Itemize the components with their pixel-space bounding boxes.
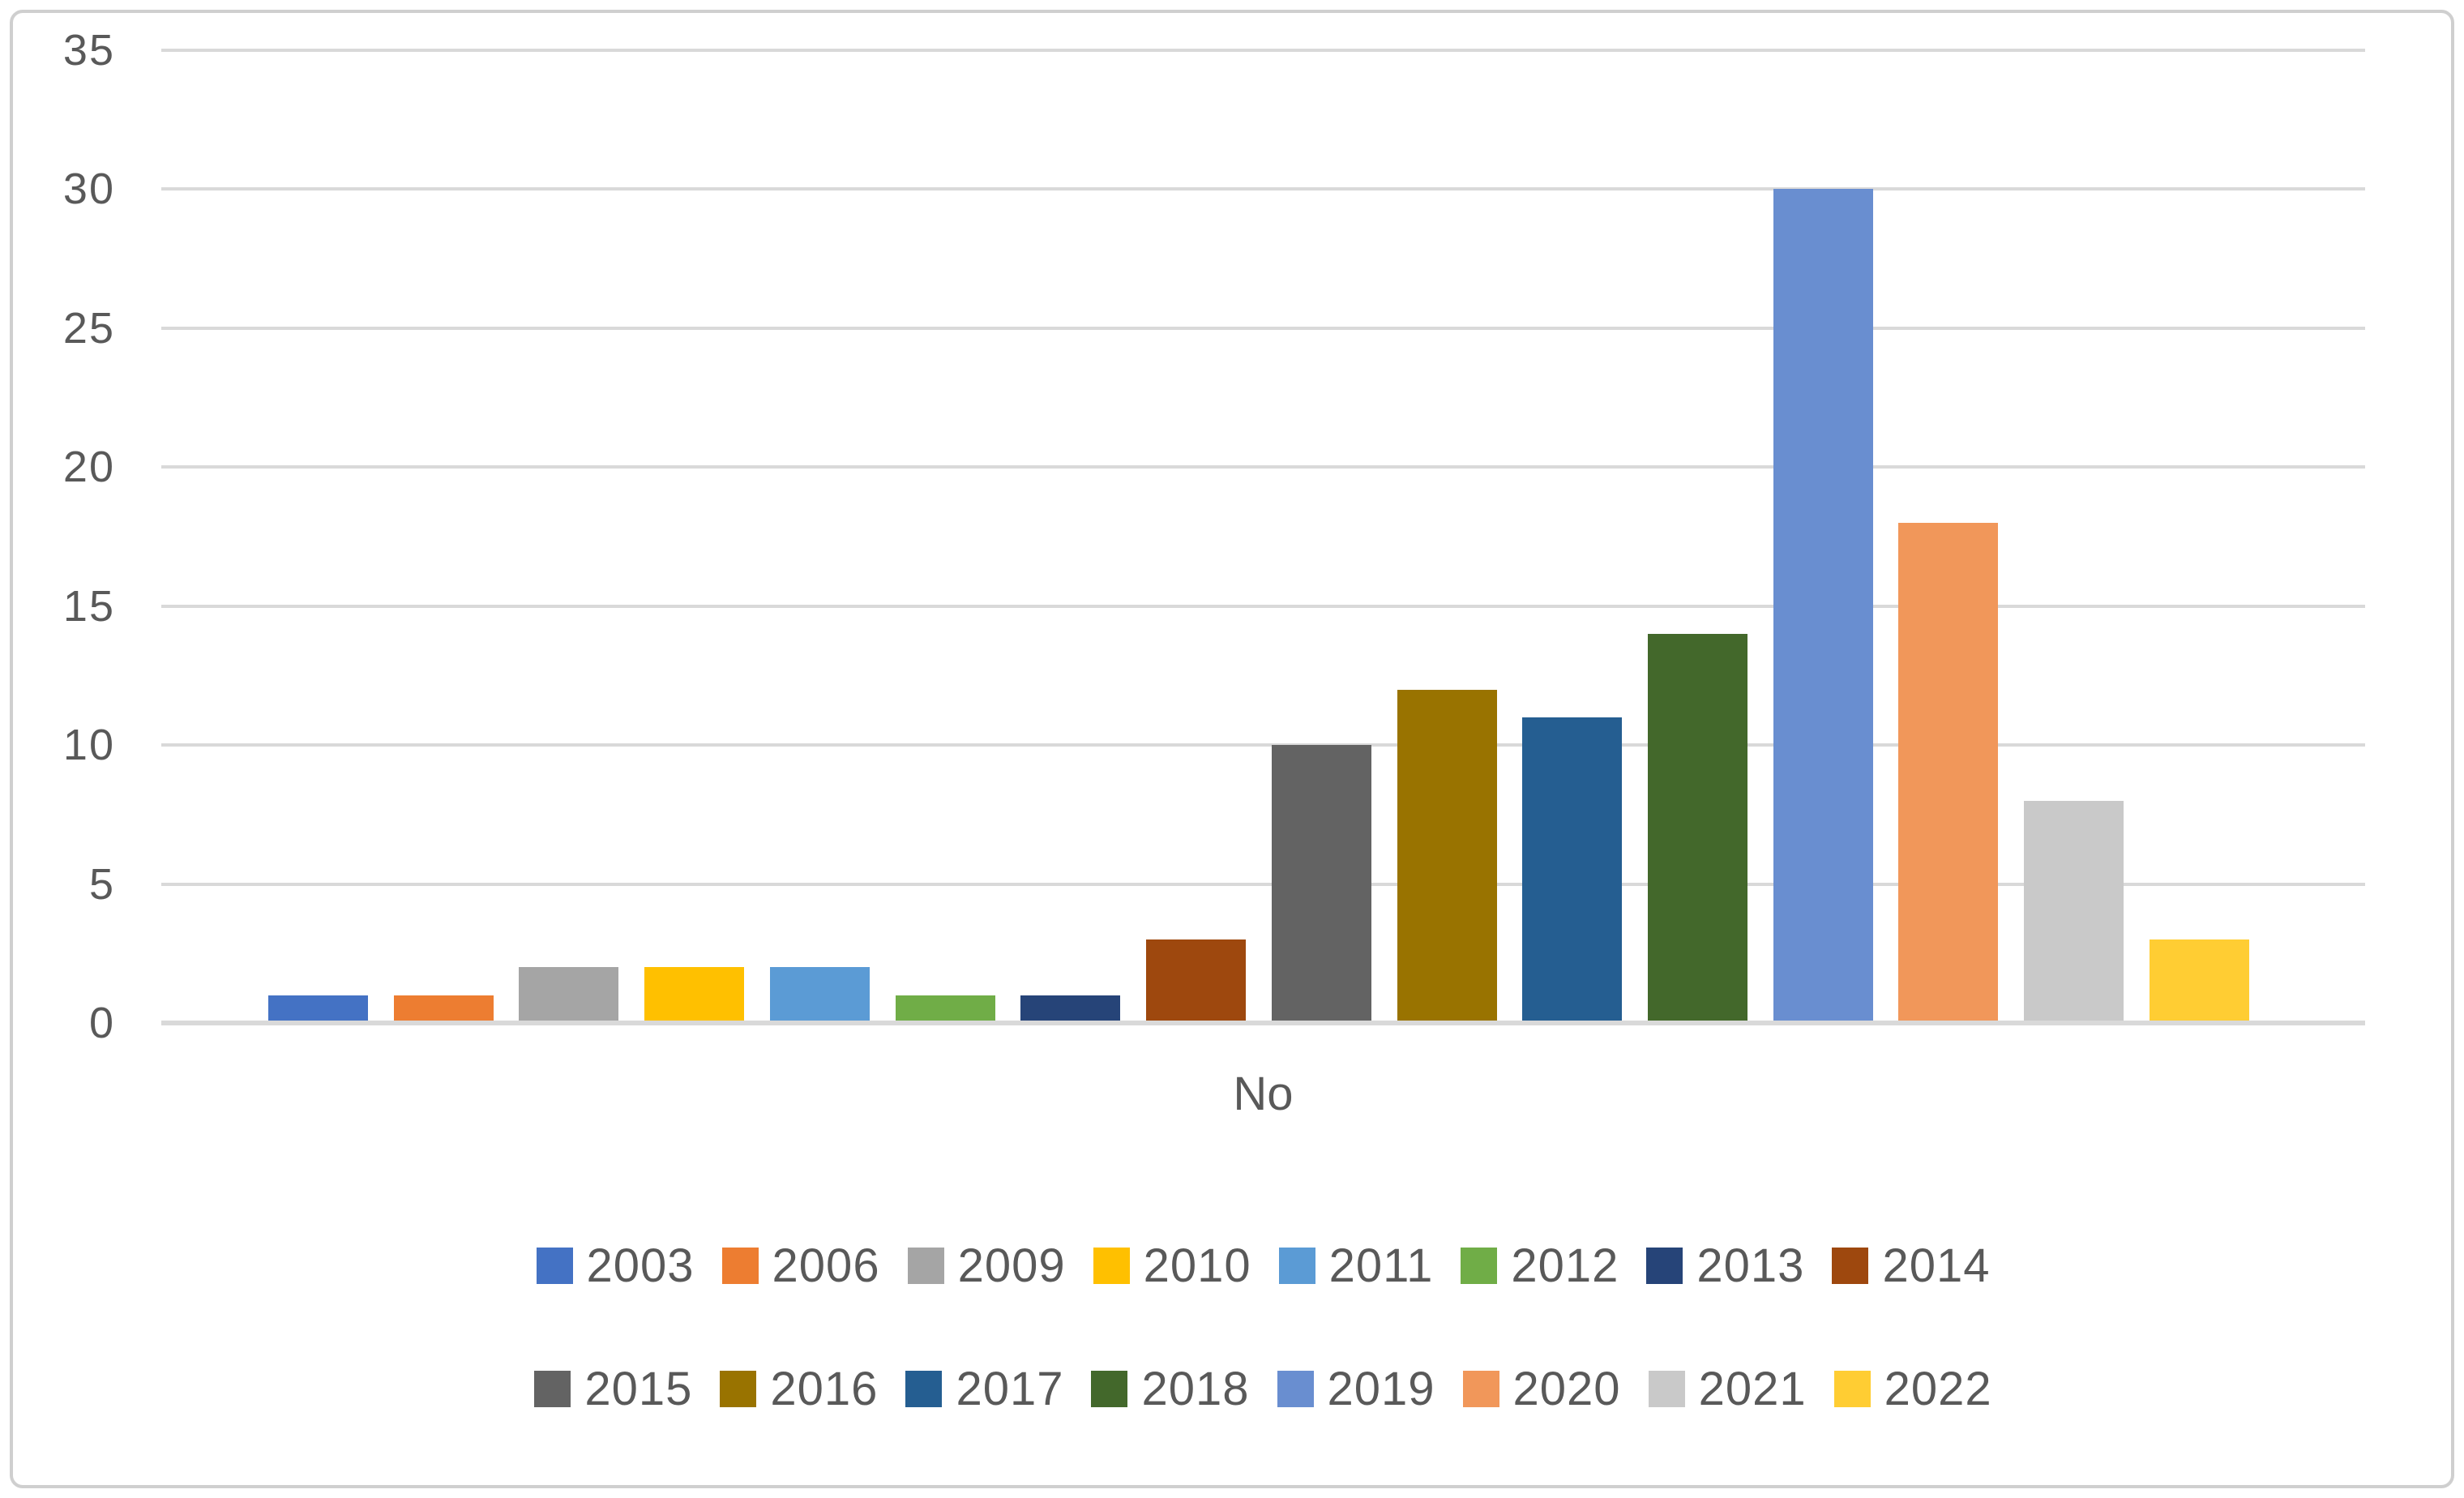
bar-2015 <box>1271 745 1371 1023</box>
legend-item-label: 2011 <box>1328 1239 1434 1292</box>
legend-swatch-icon <box>721 1248 759 1284</box>
legend-swatch-icon <box>1833 1371 1871 1407</box>
legend-item-label: 2015 <box>584 1363 693 1415</box>
bar-2019 <box>1773 189 1873 1023</box>
bar-2018 <box>1648 634 1748 1023</box>
legend-item-2018: 2018 <box>1091 1362 1249 1416</box>
gridline-5 <box>161 882 2365 886</box>
legend-swatch-icon <box>1278 1248 1315 1284</box>
legend-swatch-icon <box>905 1371 943 1407</box>
legend-swatch-icon <box>1648 1371 1685 1407</box>
bar-2011 <box>769 967 870 1023</box>
legend-item-label: 2018 <box>1141 1363 1250 1415</box>
gridline-15 <box>161 604 2365 608</box>
legend-item-2015: 2015 <box>534 1362 692 1416</box>
bar-2014 <box>1146 939 1247 1023</box>
bar-2021 <box>2024 800 2124 1023</box>
legend-item-2020: 2020 <box>1462 1362 1621 1416</box>
legend-item-label: 2020 <box>1512 1363 1621 1415</box>
legend-item-label: 2021 <box>1698 1363 1807 1415</box>
bar-2010 <box>644 967 745 1023</box>
legend-item-label: 2010 <box>1143 1239 1251 1292</box>
legend-item-label: 2003 <box>586 1239 695 1292</box>
legend-item-2009: 2009 <box>907 1239 1066 1293</box>
bar-2012 <box>895 995 995 1023</box>
y-tick-label-30: 30 <box>62 165 115 214</box>
y-tick-label-35: 35 <box>62 26 115 75</box>
bar-2020 <box>1898 522 1999 1023</box>
legend-swatch-icon <box>1093 1248 1130 1284</box>
legend-item-label: 2013 <box>1696 1239 1805 1292</box>
legend-item-2012: 2012 <box>1461 1239 1619 1293</box>
legend-item-2013: 2013 <box>1646 1239 1804 1293</box>
legend-swatch-icon <box>1091 1371 1128 1407</box>
bar-2006 <box>393 995 494 1023</box>
legend-item-label: 2019 <box>1327 1363 1435 1415</box>
legend-item-2003: 2003 <box>536 1239 695 1293</box>
legend-row-2: 2015 2016 2017 2018 2019 2020 2021 2022 <box>161 1362 2365 1416</box>
gridline-35 <box>161 49 2365 52</box>
y-tick-label-0: 0 <box>88 999 115 1047</box>
legend-item-label: 2017 <box>956 1363 1064 1415</box>
legend-item-label: 2022 <box>1884 1363 1992 1415</box>
bar-2017 <box>1522 717 1623 1023</box>
legend-item-label: 2014 <box>1882 1239 1991 1292</box>
legend-item-2019: 2019 <box>1277 1362 1435 1416</box>
legend-swatch-icon <box>1462 1371 1499 1407</box>
legend-item-2014: 2014 <box>1832 1239 1990 1293</box>
bar-2022 <box>2149 939 2249 1023</box>
bar-2016 <box>1397 689 1497 1023</box>
legend-item-label: 2012 <box>1511 1239 1619 1292</box>
legend-swatch-icon <box>536 1248 573 1284</box>
bar-2003 <box>268 995 368 1023</box>
legend-swatch-icon <box>1461 1248 1498 1284</box>
legend-item-2016: 2016 <box>720 1362 878 1416</box>
bar-2009 <box>519 967 619 1023</box>
y-tick-label-5: 5 <box>88 859 115 909</box>
legend-swatch-icon <box>907 1248 944 1284</box>
legend-swatch-icon <box>534 1371 571 1407</box>
legend-swatch-icon <box>1277 1371 1314 1407</box>
y-axis-labels: 35 30 25 20 15 10 5 0 <box>16 26 130 1047</box>
legend-swatch-icon <box>1832 1248 1869 1284</box>
legend-item-label: 2006 <box>772 1239 880 1292</box>
y-tick-label-20: 20 <box>62 443 115 492</box>
x-axis-line <box>161 1021 2365 1025</box>
y-tick-label-25: 25 <box>62 303 115 353</box>
legend-row-1: 2003 2006 2009 2010 2011 2012 2013 2014 <box>161 1239 2365 1293</box>
y-tick-label-10: 10 <box>62 721 115 770</box>
legend-item-2010: 2010 <box>1093 1239 1251 1293</box>
legend-item-2021: 2021 <box>1648 1362 1807 1416</box>
y-tick-label-15: 15 <box>62 581 115 631</box>
gridline-20 <box>161 465 2365 469</box>
gridline-30 <box>161 187 2365 191</box>
legend-item-2017: 2017 <box>905 1362 1063 1416</box>
gridline-25 <box>161 326 2365 330</box>
legend-item-2011: 2011 <box>1278 1239 1434 1293</box>
legend-item-label: 2016 <box>770 1363 879 1415</box>
x-axis-label: No <box>1233 1068 1294 1120</box>
legend-swatch-icon <box>720 1371 757 1407</box>
legend-item-2006: 2006 <box>721 1239 880 1293</box>
legend-item-2022: 2022 <box>1833 1362 1992 1416</box>
legend-swatch-icon <box>1646 1248 1683 1284</box>
legend-item-label: 2009 <box>957 1239 1066 1292</box>
plot-area <box>161 49 2365 1025</box>
bar-2013 <box>1020 995 1121 1023</box>
gridline-10 <box>161 743 2365 747</box>
